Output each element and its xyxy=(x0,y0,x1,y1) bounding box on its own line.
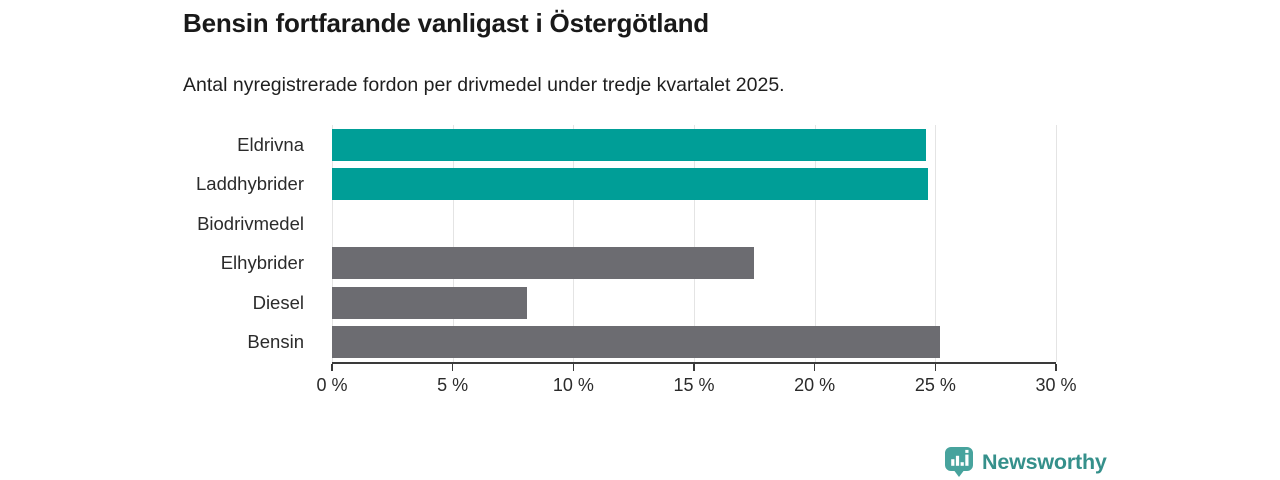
axis-tick xyxy=(1055,364,1057,371)
x-axis-line xyxy=(332,362,1056,364)
x-tick-label: 25 % xyxy=(914,375,956,395)
bar-diesel xyxy=(332,286,528,319)
axis-tick xyxy=(693,364,695,371)
brand-name: Newsworthy xyxy=(982,449,1107,474)
x-tick-label: 15 % xyxy=(673,375,715,395)
x-tick-label: 5 % xyxy=(437,375,469,395)
category-label: Bensin xyxy=(247,331,304,353)
x-tick-label: 30 % xyxy=(1035,375,1077,395)
category-label: Laddhybrider xyxy=(196,173,304,195)
gridline xyxy=(332,125,333,362)
x-tick-label: 20 % xyxy=(794,375,836,395)
x-tick-label: 10 % xyxy=(552,375,594,395)
bar-elhybrider xyxy=(332,247,755,280)
x-tick-label: 0 % xyxy=(316,375,348,395)
gridline xyxy=(814,125,816,362)
gridline xyxy=(573,125,575,362)
axis-tick xyxy=(813,364,816,371)
bar-chart-speech-bubble-icon xyxy=(945,447,973,477)
plot-area: 0 % 5 % 10 % 15 % 20 % 25 % 30 % xyxy=(316,125,1077,395)
axis-tick xyxy=(934,364,937,371)
axis-tick xyxy=(572,364,575,371)
chart-subtitle: Antal nyregistrerade fordon per drivmede… xyxy=(183,74,785,96)
gridline xyxy=(1056,125,1057,362)
category-labels-column: Eldrivna Laddhybrider Biodrivmedel Elhybrid… xyxy=(0,0,318,480)
category-label: Biodrivmedel xyxy=(197,212,304,234)
gridline xyxy=(694,125,695,362)
gridline xyxy=(452,125,454,362)
chart-title: Bensin fortfarande vanligast i Östergötl… xyxy=(183,8,709,38)
gridline xyxy=(935,125,937,362)
bar-laddhybrider xyxy=(332,168,929,201)
axis-tick xyxy=(331,364,333,371)
category-label: Elhybrider xyxy=(220,252,304,274)
bar-eldrivna xyxy=(332,128,926,161)
newsworthy-logo[interactable]: Newsworthy xyxy=(944,446,1107,478)
category-label: Diesel xyxy=(252,291,304,313)
axis-tick xyxy=(451,364,454,371)
bar-bensin xyxy=(332,326,941,359)
category-label: Eldrivna xyxy=(237,133,304,155)
